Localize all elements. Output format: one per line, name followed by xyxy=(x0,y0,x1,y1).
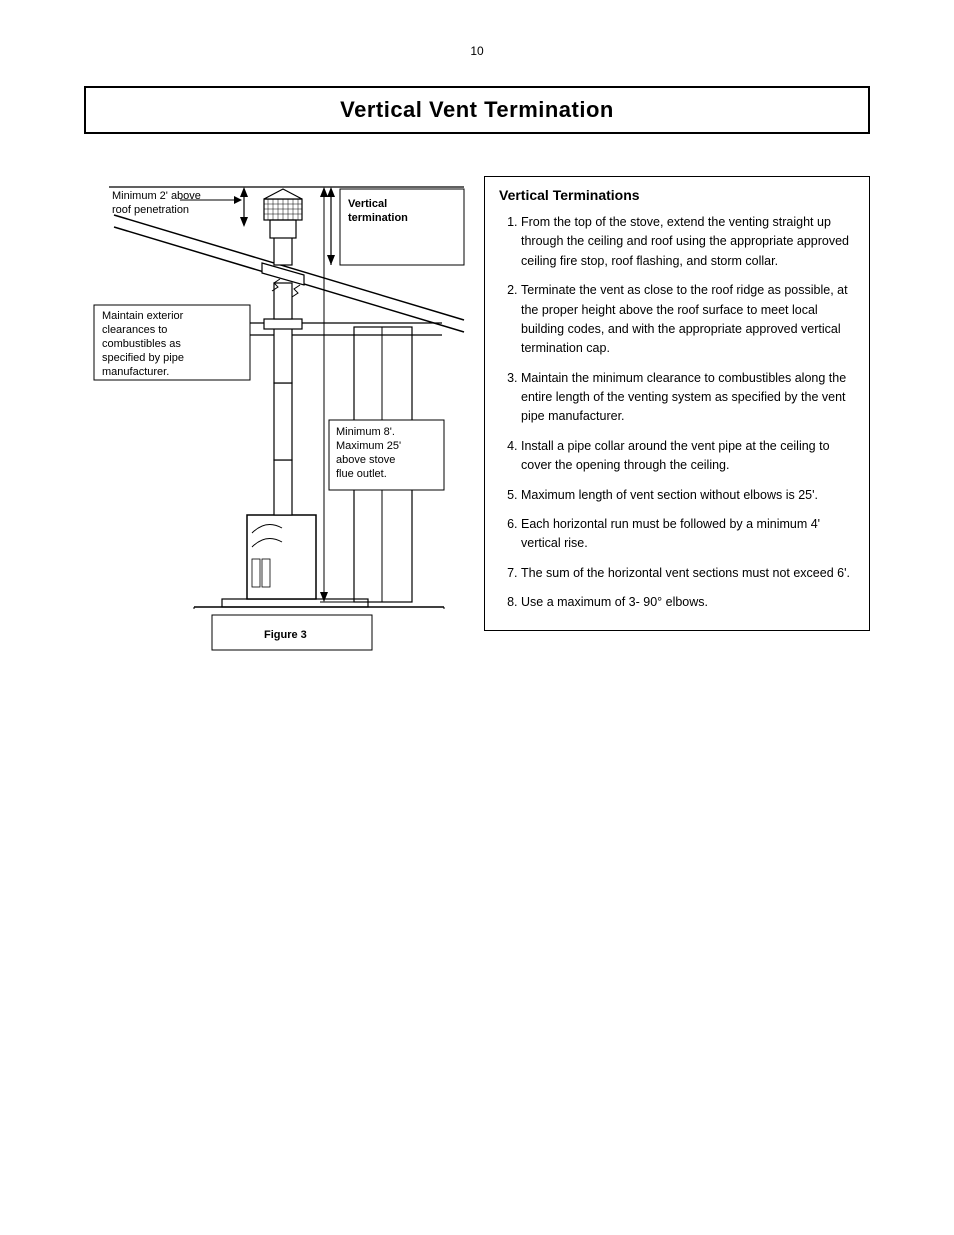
page-number: 10 xyxy=(470,44,483,58)
label-mid-1: Minimum 8'. xyxy=(336,426,395,438)
list-item: The sum of the horizontal vent sections … xyxy=(521,564,855,583)
label-clr-1: Maintain exterior xyxy=(102,310,184,322)
label-clr-5: manufacturer. xyxy=(102,366,169,378)
label-mid-4: flue outlet. xyxy=(336,468,387,480)
label-term-line1: Vertical xyxy=(348,198,387,210)
list-item: Maximum length of vent section without e… xyxy=(521,486,855,505)
title-bar: Vertical Vent Termination xyxy=(84,86,870,134)
instructions-heading: Vertical Terminations xyxy=(499,187,855,203)
label-min2-line1: Minimum 2' above xyxy=(112,190,201,202)
label-min2-line2: roof penetration xyxy=(112,204,189,216)
list-item: From the top of the stove, extend the ve… xyxy=(521,213,855,271)
label-clr-3: combustibles as xyxy=(102,338,181,350)
label-mid-3: above stove xyxy=(336,454,395,466)
list-item: Each horizontal run must be followed by … xyxy=(521,515,855,554)
page-title: Vertical Vent Termination xyxy=(340,97,614,123)
label-mid-2: Maximum 25' xyxy=(336,440,401,452)
label-term-line2: termination xyxy=(348,212,408,224)
figure-caption: Figure 3 xyxy=(264,629,307,641)
diagram: Minimum 2' above roof penetration Vertic… xyxy=(84,175,474,655)
instructions-panel: Vertical Terminations From the top of th… xyxy=(484,176,870,631)
instructions-list: From the top of the stove, extend the ve… xyxy=(499,213,855,612)
label-clr-4: specified by pipe xyxy=(102,352,184,364)
label-clr-2: clearances to xyxy=(102,324,167,336)
list-item: Terminate the vent as close to the roof … xyxy=(521,281,855,359)
list-item: Install a pipe collar around the vent pi… xyxy=(521,437,855,476)
list-item: Use a maximum of 3- 90° elbows. xyxy=(521,593,855,612)
list-item: Maintain the minimum clearance to combus… xyxy=(521,369,855,427)
